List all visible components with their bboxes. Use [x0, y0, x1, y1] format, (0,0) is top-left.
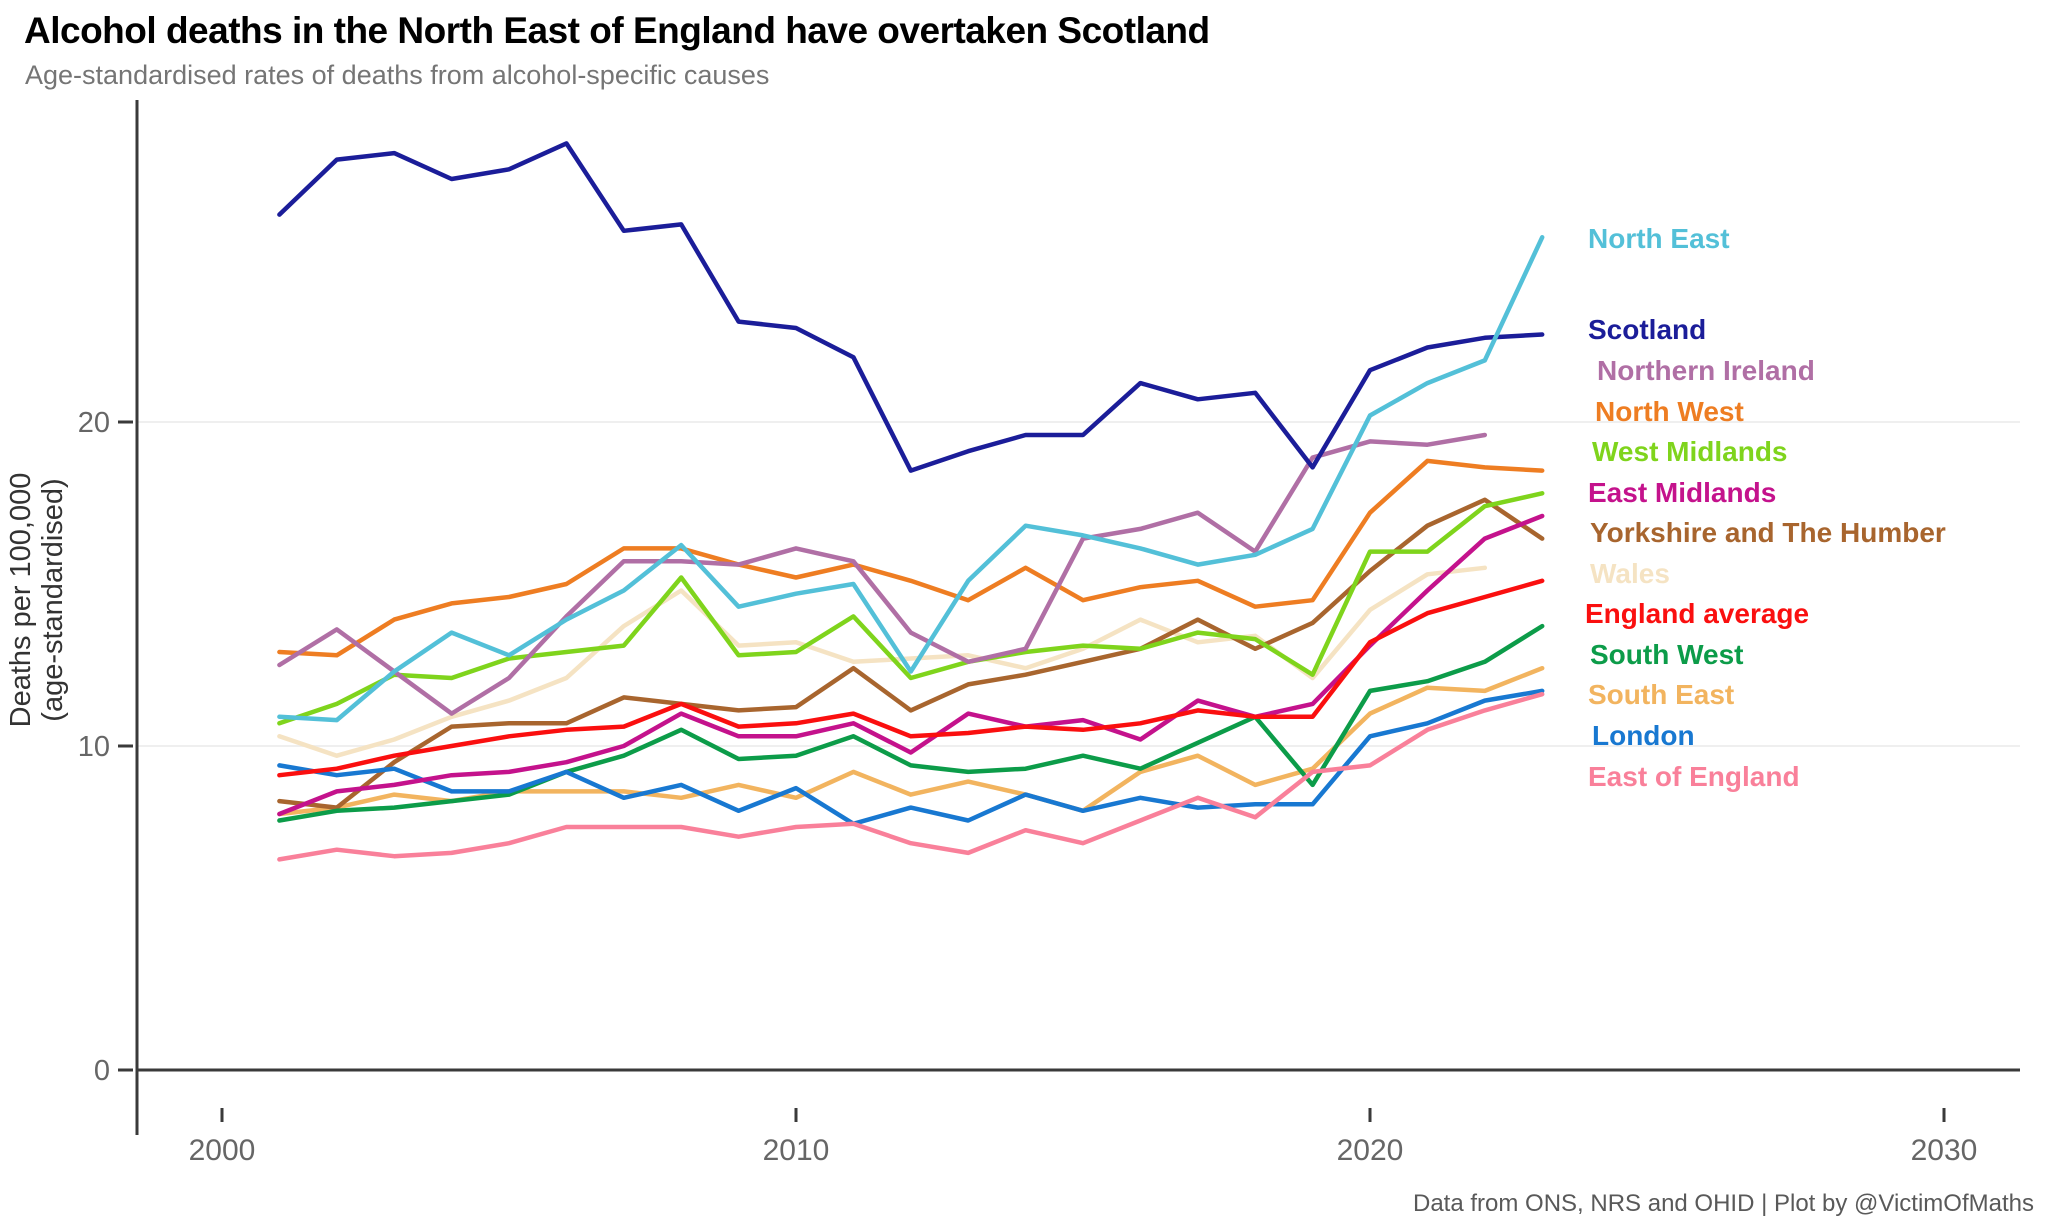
series-line-south-west	[277, 623, 1545, 823]
series-line-north-west	[277, 458, 1545, 658]
series-line-scotland	[277, 141, 1545, 473]
series-line-north-east	[277, 235, 1545, 723]
y-axis-title-line2: (age-standardised)	[37, 478, 69, 721]
x-tick-label-2000: 2000	[189, 1134, 256, 1167]
legend-label-northern-ireland: Northern Ireland	[1597, 355, 1815, 386]
series-line-yorkshire-and-the-humber	[277, 497, 1545, 810]
chart-title: Alcohol deaths in the North East of Engl…	[24, 10, 1210, 51]
series-line-east-midlands	[277, 513, 1545, 817]
series-line-northern-ireland	[277, 432, 1488, 716]
legend-label-yorkshire-and-the-humber: Yorkshire and The Humber	[1590, 517, 1946, 548]
source-caption: Data from ONS, NRS and OHID | Plot by @V…	[1413, 1190, 2034, 1217]
series-line-england-average	[277, 578, 1545, 778]
legend-label-wales: Wales	[1590, 558, 1670, 589]
legend-label-north-west: North West	[1595, 396, 1744, 427]
legend-label-england-average: England average	[1585, 598, 1810, 629]
legend-label-south-west: South West	[1590, 639, 1744, 670]
legend-label-london: London	[1592, 720, 1695, 751]
legend-label-east-midlands: East Midlands	[1588, 477, 1777, 508]
x-tick-label-2020: 2020	[1337, 1134, 1404, 1167]
series-line-east-of-england	[277, 691, 1545, 862]
y-tick-label-10: 10	[78, 731, 110, 763]
chart-subtitle: Age-standardised rates of deaths from al…	[25, 60, 770, 90]
legend-label-north-east: North East	[1588, 223, 1730, 254]
legend-label-west-midlands: West Midlands	[1592, 436, 1788, 467]
legend-label-scotland: Scotland	[1588, 314, 1707, 345]
series-line-london	[277, 688, 1545, 827]
legend-label-south-east: South East	[1588, 679, 1735, 710]
y-tick-label-20: 20	[78, 407, 110, 439]
y-tick-label-0: 0	[94, 1055, 110, 1087]
legend-label-east-of-england: East of England	[1588, 761, 1800, 792]
series-line-west-midlands	[277, 491, 1545, 726]
y-axis-title-line1: Deaths per 100,000	[5, 473, 37, 728]
x-tick-label-2030: 2030	[1911, 1134, 1978, 1167]
x-tick-label-2010: 2010	[763, 1134, 830, 1167]
